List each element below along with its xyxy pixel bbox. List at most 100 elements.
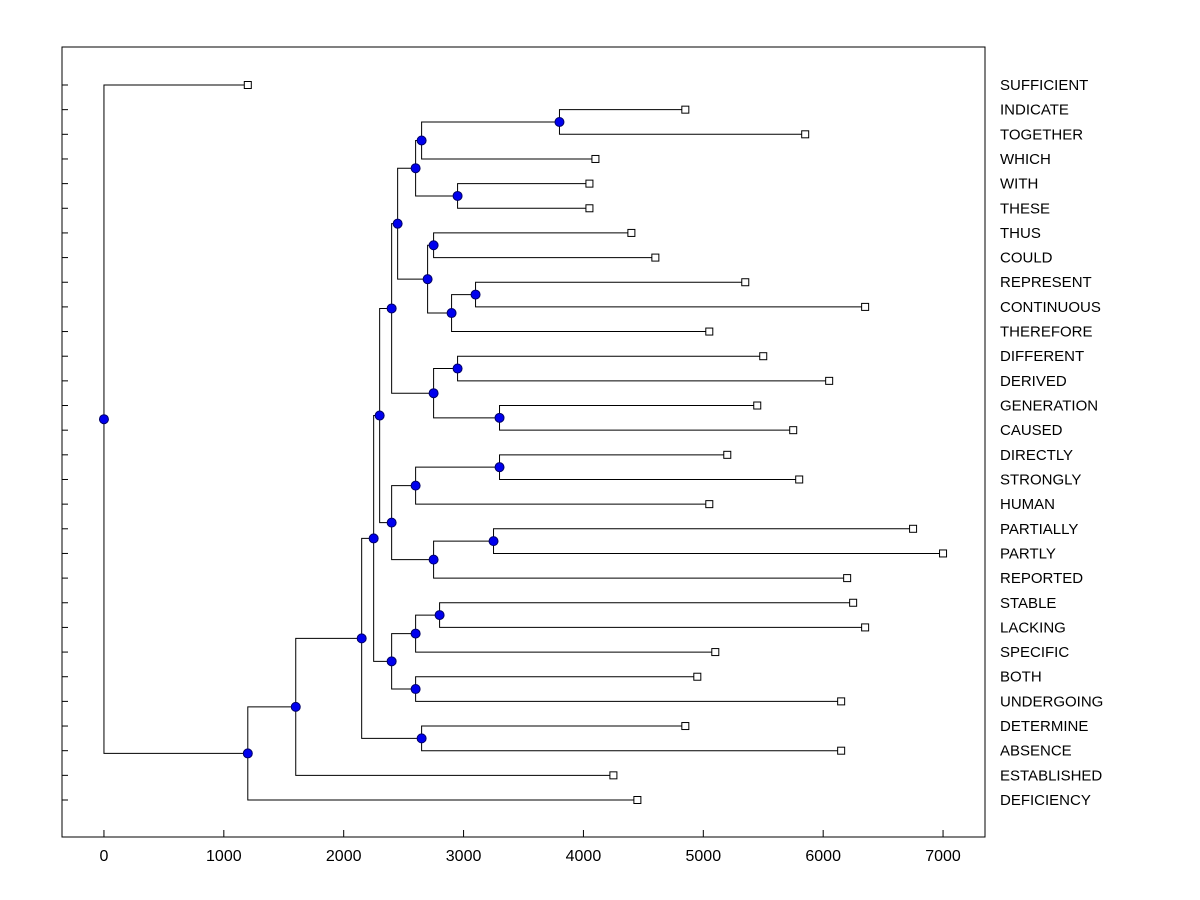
internal-node-marker	[356, 633, 367, 644]
leaf-node-marker	[825, 376, 834, 385]
leaf-node-marker	[705, 500, 714, 509]
branch	[103, 84, 248, 420]
internal-node-marker	[98, 414, 109, 425]
x-tick-label: 6000	[805, 848, 841, 865]
x-tick-label: 7000	[925, 848, 961, 865]
x-tick-label: 2000	[326, 848, 362, 865]
internal-node-marker	[392, 218, 403, 229]
leaf-label: BOTH	[1000, 669, 1042, 686]
branch	[247, 706, 296, 754]
leaf-node-marker	[789, 426, 798, 435]
leaf-label: WITH	[1000, 176, 1038, 193]
leaf-node-marker	[609, 771, 618, 780]
leaf-node-marker	[837, 746, 846, 755]
internal-node-marker	[386, 656, 397, 667]
leaf-label: THEREFORE	[1000, 324, 1093, 341]
leaf-label: DERIVED	[1000, 373, 1067, 390]
branch	[295, 706, 614, 776]
leaf-node-marker	[861, 302, 870, 311]
leaf-node-marker	[939, 549, 948, 558]
leaf-node-marker	[585, 179, 594, 188]
leaf-node-marker	[795, 475, 804, 484]
internal-node-marker	[416, 135, 427, 146]
branch	[373, 538, 392, 662]
leaf-label: DEFICIENCY	[1000, 792, 1091, 809]
internal-node-marker	[410, 684, 421, 695]
leaf-node-marker	[243, 81, 252, 89]
leaf-node-marker	[849, 598, 858, 607]
internal-node-marker	[446, 308, 457, 319]
branch	[247, 753, 638, 801]
branch	[397, 223, 428, 280]
branch	[451, 313, 710, 333]
internal-node-marker	[386, 517, 397, 528]
leaf-label: STABLE	[1000, 595, 1056, 612]
leaf-node-marker	[837, 697, 846, 706]
leaf-node-marker	[633, 796, 642, 804]
internal-node-marker	[452, 363, 463, 374]
internal-node-marker	[428, 388, 439, 399]
leaf-node-marker	[861, 623, 870, 632]
branch	[391, 633, 416, 662]
internal-node-marker	[494, 462, 505, 473]
internal-node-marker	[242, 748, 253, 759]
leaf-node-marker	[651, 253, 660, 262]
branch	[415, 466, 500, 486]
internal-node-marker	[368, 533, 379, 544]
branch	[397, 167, 416, 224]
internal-node-marker	[386, 303, 397, 314]
branch	[361, 638, 422, 739]
branch	[391, 522, 434, 561]
branch	[421, 121, 560, 141]
leaf-node-marker	[681, 105, 690, 114]
leaf-label: THUS	[1000, 225, 1041, 242]
x-tick-label: 0	[100, 848, 109, 865]
leaf-node-marker	[681, 722, 690, 731]
leaf-label: STRONGLY	[1000, 471, 1081, 488]
branch	[421, 140, 596, 160]
branch	[103, 419, 248, 754]
branch	[433, 559, 848, 579]
internal-node-marker	[290, 701, 301, 712]
leaf-label: COULD	[1000, 250, 1053, 267]
leaf-label: TOGETHER	[1000, 126, 1083, 143]
internal-node-marker	[410, 163, 421, 174]
internal-node-marker	[494, 412, 505, 423]
leaf-node-marker	[627, 228, 636, 237]
branch	[415, 614, 440, 634]
leaf-label: UNDERGOING	[1000, 693, 1103, 710]
leaf-node-marker	[843, 574, 852, 583]
leaf-node-marker	[711, 648, 720, 657]
branch	[391, 308, 434, 394]
internal-node-marker	[488, 536, 499, 547]
internal-node-marker	[428, 554, 439, 565]
leaf-label: INDICATE	[1000, 102, 1069, 119]
internal-node-marker	[428, 240, 439, 251]
internal-node-marker	[410, 480, 421, 491]
x-tick-label: 4000	[566, 848, 602, 865]
leaf-node-marker	[705, 327, 714, 336]
branch	[433, 540, 494, 560]
internal-node-marker	[416, 733, 427, 744]
branch	[433, 393, 500, 419]
leaf-label: ESTABLISHED	[1000, 767, 1102, 784]
leaf-node-marker	[759, 352, 768, 361]
branch	[295, 637, 362, 707]
plot-border	[61, 46, 986, 838]
leaf-label: SPECIFIC	[1000, 644, 1069, 661]
leaf-label: SUFFICIENT	[1000, 77, 1088, 94]
leaf-label: PARTLY	[1000, 545, 1056, 562]
leaf-node-marker	[585, 204, 594, 213]
leaf-node-marker	[909, 524, 918, 533]
branch	[415, 633, 716, 653]
leaf-node-marker	[801, 130, 810, 139]
branch	[415, 485, 710, 505]
leaf-label: REPRESENT	[1000, 274, 1092, 291]
leaf-node-marker	[591, 154, 600, 163]
leaf-label: HUMAN	[1000, 496, 1055, 513]
branch	[391, 661, 416, 690]
leaf-node-marker	[741, 278, 750, 287]
